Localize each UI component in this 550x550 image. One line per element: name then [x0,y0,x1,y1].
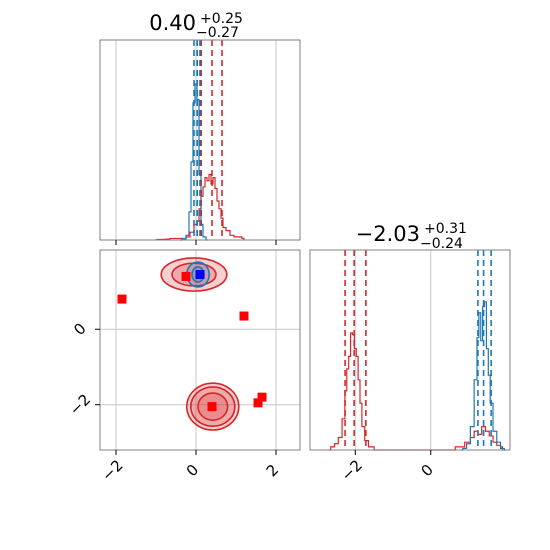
hist-x-grid [115,40,277,240]
hist-x-series [155,83,245,241]
hist-y-title-value: −2.03 [356,222,420,246]
hist-y-title-plus: +0.31 [424,221,467,237]
hist-y-hist-blue [460,301,507,451]
scatter-xy-ytick-label: −2 [66,391,94,419]
hist-x-hist-blue [180,83,208,241]
scatter-xy-marker [239,311,249,321]
scatter-xy-ytick-label: 0 [70,320,89,339]
hist-y-panel: −2 0 −2.03 +0.31 −0.24 [309,221,511,485]
scatter-xy-marker [253,398,263,408]
scatter-xy-marker [257,392,267,402]
hist-y-xtick-label: −2 [338,456,366,484]
scatter-xy-xtick-label: 2 [263,461,282,480]
scatter-xy-markers [117,270,267,412]
hist-y-quantiles [344,250,492,450]
hist-y-title-minus: −0.24 [420,236,463,252]
scatter-xy-marker [181,271,191,281]
scatter-xy-grid [100,250,300,450]
hist-y-xtick-label: 0 [417,461,436,480]
hist-x-title-minus: −0.27 [196,25,239,41]
hist-x-title-plus: +0.25 [200,11,243,27]
scatter-xy-panel: −2 0 2 −2 0 [66,249,301,485]
scatter-xy-ticks: −2 0 2 −2 0 [66,320,282,485]
hist-x-hist-red [155,173,245,241]
hist-x-quantiles [193,40,223,240]
hist-x-title-value: 0.40 [149,11,196,35]
scatter-xy-xtick-label: −2 [98,456,126,484]
scatter-xy-marker [195,270,205,280]
hist-x-ticks [115,240,277,245]
scatter-xy-frame [99,249,301,451]
scatter-xy-contours [160,257,240,431]
scatter-xy-marker [117,294,127,304]
hist-x-panel: 0.40 +0.25 −0.27 [99,11,301,245]
hist-y-frame [309,249,511,451]
scatter-xy-marker [207,402,217,412]
hist-x-frame [99,39,301,241]
scatter-xy-xtick-label: 0 [183,461,202,480]
hist-y-ticks: −2 0 [338,450,437,485]
hist-y-grid [354,250,432,450]
